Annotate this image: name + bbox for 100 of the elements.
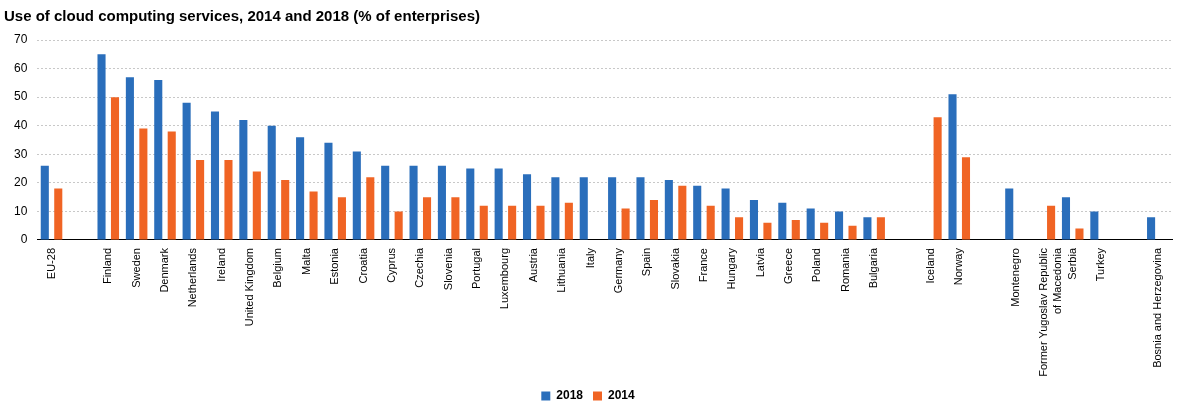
x-tick-label: France [696, 248, 709, 283]
bar [1075, 228, 1084, 240]
x-tick-label: Greece [782, 248, 795, 285]
x-tick-label: Former Yugoslav Republic of Macedonia [1037, 247, 1063, 377]
bar [1147, 217, 1156, 240]
bar [664, 180, 673, 240]
x-tick-label: Austria [526, 247, 539, 283]
x-tick-label: Poland [810, 248, 823, 283]
bar [97, 54, 106, 240]
y-tick-label: 40 [13, 118, 28, 133]
bar [409, 165, 418, 240]
x-tick-label: United Kingdom [243, 248, 256, 327]
bar [40, 165, 49, 240]
bar [579, 177, 588, 240]
bar [608, 177, 617, 240]
x-tick-label: Norway [952, 247, 965, 286]
x-tick-label: Estonia [328, 247, 341, 285]
bar [182, 102, 191, 240]
x-tick-label: Latvia [753, 247, 766, 278]
bar [394, 211, 403, 240]
bar [281, 180, 290, 240]
x-tick-label: Cyprus [384, 247, 397, 283]
x-tick-label: Serbia [1065, 247, 1078, 280]
bar [139, 128, 148, 240]
bar [296, 137, 305, 240]
x-tick-label: Netherlands [186, 247, 199, 308]
bar [1061, 197, 1071, 240]
bar [636, 177, 645, 240]
bar [154, 80, 163, 240]
y-tick-label: 50 [13, 89, 28, 104]
legend-label: 2014 [608, 388, 636, 403]
chart-title: Use of cloud computing services, 2014 and 2018 (% of enterprises) [4, 7, 480, 25]
x-tick-label: Czechia [413, 247, 426, 288]
x-tick-label: Slovakia [668, 247, 681, 290]
y-tick-label: 70 [13, 32, 28, 47]
x-tick-label: Lithuania [555, 247, 568, 293]
x-tick-label: Denmark [158, 247, 171, 293]
x-tick-label: Sweden [129, 248, 142, 288]
x-tick-label: Belgium [271, 248, 284, 288]
bar [224, 160, 233, 240]
bar [494, 168, 503, 240]
bar [451, 197, 460, 240]
bar [621, 208, 630, 240]
y-tick-label: 60 [13, 60, 28, 75]
bar [735, 217, 744, 240]
bar [649, 200, 658, 240]
y-tick-label: 20 [13, 175, 28, 190]
bar [551, 177, 560, 240]
bar [564, 202, 573, 240]
bar [309, 191, 318, 240]
bar [536, 205, 545, 240]
x-tick-label: Italy [583, 247, 596, 269]
bar [876, 217, 885, 240]
bar [778, 202, 787, 240]
bar [863, 217, 872, 240]
x-tick-label: Portugal [470, 248, 483, 289]
bar [196, 160, 205, 240]
bar [835, 211, 844, 240]
bar [948, 94, 957, 240]
bar [352, 151, 361, 240]
y-tick-label: 0 [20, 232, 28, 247]
bar [749, 200, 758, 240]
x-tick-label: Montenegro [1009, 248, 1022, 307]
bar [820, 222, 829, 240]
x-tick-label: EU-28 [44, 248, 57, 280]
bar [479, 205, 488, 240]
bar [366, 177, 375, 240]
x-tick-label: Hungary [725, 247, 738, 290]
bar [721, 188, 730, 240]
bar [337, 197, 346, 240]
bar [791, 220, 800, 240]
bar [239, 120, 248, 240]
bar [54, 188, 63, 240]
bar [381, 165, 390, 240]
x-tick-label: Croatia [356, 247, 369, 284]
bar [110, 97, 120, 240]
bar [437, 165, 446, 240]
bar [324, 142, 333, 240]
bar [508, 205, 517, 240]
bar [522, 174, 532, 240]
x-tick-label: Spain [640, 248, 653, 277]
x-tick-label: Ireland [214, 248, 227, 282]
bar [806, 208, 815, 240]
bar [1047, 205, 1056, 240]
bar [693, 185, 702, 240]
x-tick-label: Iceland [923, 248, 936, 284]
bar [210, 111, 220, 240]
x-tick-label: Romania [838, 247, 851, 293]
bar [678, 185, 687, 240]
x-tick-label: Slovenia [441, 247, 454, 291]
y-tick-label: 10 [13, 203, 28, 218]
bar [466, 168, 475, 240]
bar [961, 157, 971, 240]
legend-label: 2018 [556, 388, 584, 403]
x-tick-label: Malta [299, 247, 312, 275]
bar [848, 225, 857, 240]
y-tick-label: 30 [13, 146, 28, 161]
bar [422, 197, 432, 240]
bar [1090, 211, 1099, 240]
x-tick-label: Luxembourg [498, 248, 511, 310]
